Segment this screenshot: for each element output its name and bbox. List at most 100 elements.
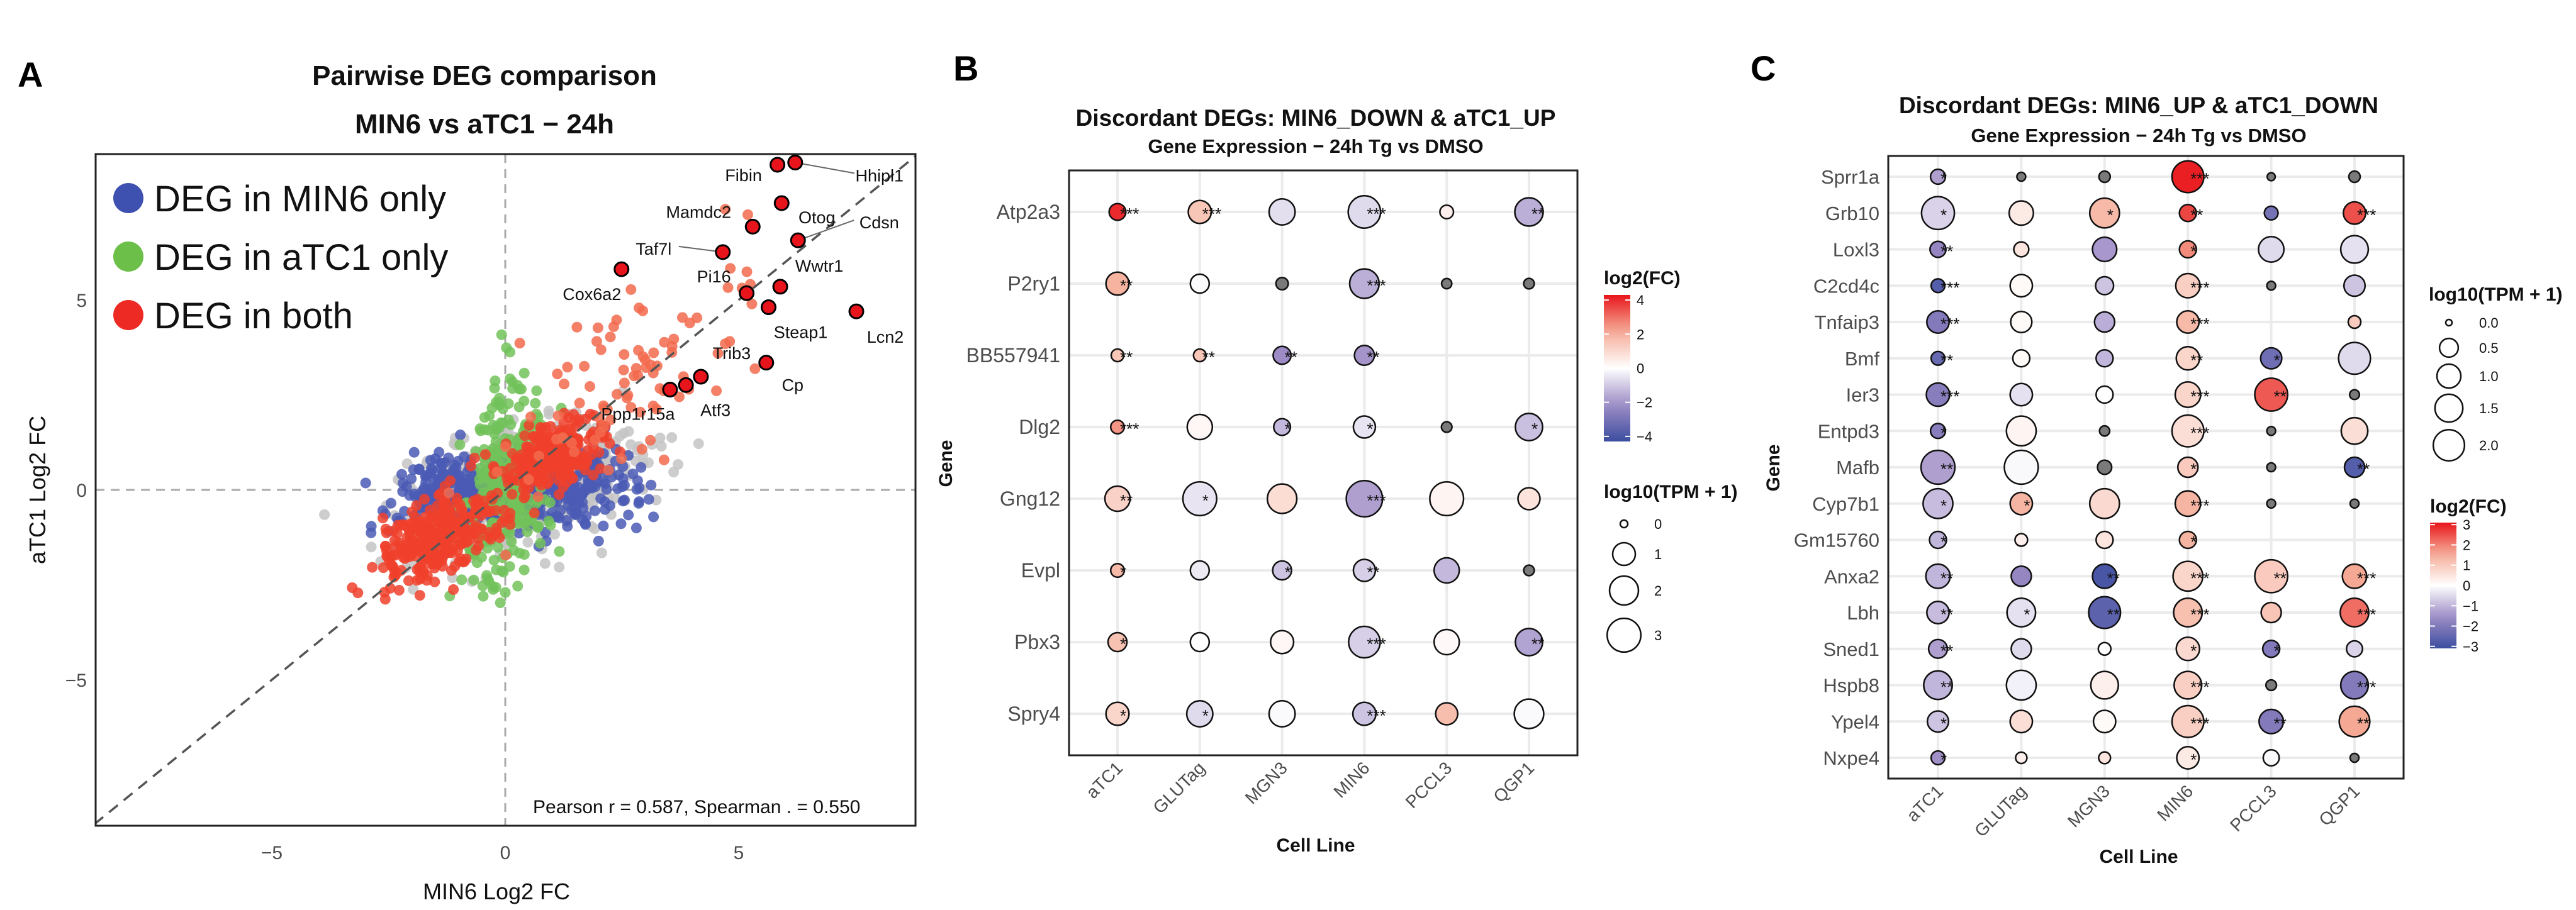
bubble-Bmf-PCCL3 xyxy=(2260,347,2283,370)
scatter-point xyxy=(482,574,493,585)
scatter-point xyxy=(674,391,685,402)
scatter-point xyxy=(585,381,595,392)
scatter-point xyxy=(440,496,452,507)
bubble-Lbh-PCCL3 xyxy=(2260,601,2282,624)
scatter-point xyxy=(387,560,398,572)
scatter-point xyxy=(518,549,530,560)
bubble-Spry4-PCCL3 xyxy=(1435,702,1459,726)
scatter-point xyxy=(636,462,647,473)
gene-label: Grb10 xyxy=(1825,203,1879,225)
scatter-point xyxy=(598,421,609,433)
bubble-Evpl-MIN6 xyxy=(1352,558,1377,582)
bubble-Pbx3-MGN3 xyxy=(1270,630,1295,655)
bubble-Ypel4-QGP1 xyxy=(2338,705,2371,738)
significance-stars: ** xyxy=(1940,641,1953,660)
scatter-point xyxy=(491,523,502,534)
bubble-Grb10-GLUTag xyxy=(2008,200,2034,226)
bubble-Loxl3-MIN6 xyxy=(2178,240,2197,259)
size-legend-circle xyxy=(2438,337,2460,358)
bubble-Entpd3-MGN3 xyxy=(2098,424,2111,437)
scatter-point xyxy=(580,485,591,496)
point-label: Atf3 xyxy=(700,401,731,419)
scatter-point xyxy=(522,536,534,548)
scatter-point xyxy=(656,441,667,452)
scatter-point xyxy=(456,574,468,585)
bubble-P2ry1-MIN6 xyxy=(1348,268,1380,299)
significance-stars: ** xyxy=(1940,460,1953,479)
scatter-point xyxy=(635,406,646,418)
significance-stars: ** xyxy=(1367,563,1379,582)
bubble-Gng12-PCCL3 xyxy=(1429,480,1465,517)
bubble-Grb10-aTC1 xyxy=(1920,196,1956,231)
scatter-point xyxy=(535,422,546,433)
bubble-Bmf-MGN3 xyxy=(2095,349,2114,368)
scatter-point xyxy=(666,432,678,443)
scatter-point xyxy=(505,373,516,384)
bubble-Dlg2-QGP1 xyxy=(1515,413,1543,441)
size-legend-circle xyxy=(2444,318,2453,327)
significance-stars: *** xyxy=(2190,678,2209,697)
significance-stars: * xyxy=(2190,641,2197,660)
bubble-Grb10-MIN6 xyxy=(2178,204,2197,223)
color-legend-tick-label: −4 xyxy=(1637,429,1652,445)
scatter-point xyxy=(428,473,440,484)
scatter-point xyxy=(319,509,330,520)
scatter-point xyxy=(619,349,630,360)
scatter-point xyxy=(554,513,565,524)
scatter-point xyxy=(535,538,546,549)
significance-stars: * xyxy=(1940,714,1947,733)
bubble-Loxl3-GLUTag xyxy=(2013,241,2030,258)
scatter-point xyxy=(722,282,734,293)
scatter-point xyxy=(590,505,600,516)
scatter-point xyxy=(643,494,654,505)
significance-stars: ** xyxy=(1940,242,1953,261)
scatter-point xyxy=(616,453,627,464)
significance-stars: * xyxy=(1940,206,1947,225)
scatter-point xyxy=(379,587,390,598)
significance-stars: ** xyxy=(1940,569,1953,587)
points-layer xyxy=(96,154,916,826)
scatter-point xyxy=(493,541,504,553)
scatter-point xyxy=(519,430,530,441)
labeled-point xyxy=(715,244,731,260)
bubble-Entpd3-GLUTag xyxy=(2005,415,2037,447)
significance-stars: *** xyxy=(2190,387,2209,406)
gene-label: Nxpe4 xyxy=(1823,747,1879,769)
bubble-P2ry1-PCCL3 xyxy=(1440,277,1453,290)
scatter-point xyxy=(553,463,564,474)
bubble-Atp2a3-PCCL3 xyxy=(1439,204,1455,220)
scatter-point xyxy=(513,401,525,413)
scatter-point xyxy=(605,414,616,426)
significance-stars: * xyxy=(1940,496,1947,515)
scatter-point xyxy=(549,529,560,540)
significance-stars: *** xyxy=(1202,204,1221,223)
bubble-Mafb-MIN6 xyxy=(2176,456,2199,479)
bubble-Evpl-QGP1 xyxy=(1523,564,1535,577)
bubble-Nxpe4-GLUTag xyxy=(2015,751,2028,765)
bubble-Evpl-aTC1 xyxy=(1109,562,1126,579)
point-label: Fibin xyxy=(725,166,762,185)
bubble-Grb10-PCCL3 xyxy=(2263,205,2279,221)
bubble-Gng12-QGP1 xyxy=(1517,487,1541,511)
scatter-point xyxy=(427,558,438,570)
bubble-Cyp7b1-QGP1 xyxy=(2349,498,2360,509)
bubble-Sprr1a-PCCL3 xyxy=(2266,172,2276,182)
bubble-Evpl-MGN3 xyxy=(1272,560,1292,581)
significance-stars: *** xyxy=(2357,605,2376,624)
size-legend-circle xyxy=(1619,519,1629,529)
bubble-C2cd4c-MIN6 xyxy=(2175,272,2201,299)
legend-marker xyxy=(113,241,143,272)
size-legend-label: 0.0 xyxy=(2479,315,2499,331)
scatter-point xyxy=(501,342,512,353)
bubble-Bmf-QGP1 xyxy=(2338,341,2372,375)
significance-stars: * xyxy=(1940,169,1947,188)
bubble-Atp2a3-GLUTag xyxy=(1187,199,1212,225)
significance-stars: ** xyxy=(2274,714,2287,733)
bubble-Atp2a3-aTC1 xyxy=(1108,203,1127,221)
significance-stars: *** xyxy=(2357,678,2376,697)
scatter-point xyxy=(724,336,736,347)
labeled-point xyxy=(678,377,694,393)
gene-label: Loxl3 xyxy=(1833,239,1879,261)
point-label: Trib3 xyxy=(713,344,751,363)
scatter-point xyxy=(595,463,606,474)
